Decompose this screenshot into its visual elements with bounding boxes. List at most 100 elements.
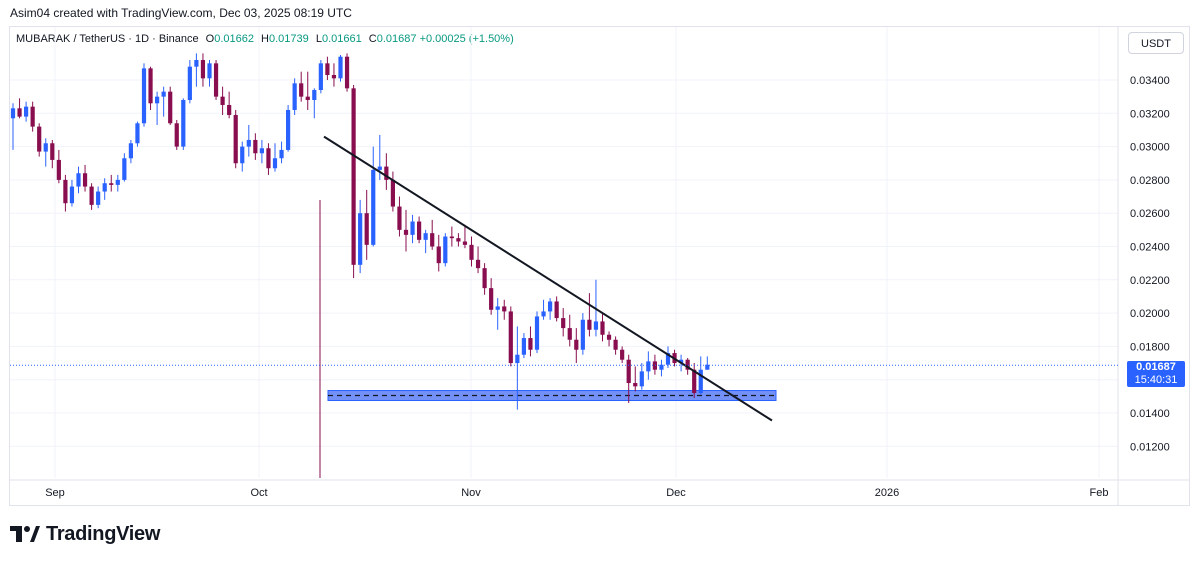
candle-body [449,236,454,239]
symbol-name[interactable]: MUBARAK / TetherUS · 1D · Binance [16,33,199,45]
candle-body [17,108,22,117]
candle [665,346,671,369]
close-value: 0.01687 [376,33,417,45]
candle [259,139,264,164]
candle [69,179,75,207]
open-label: O [205,33,215,45]
candle-body [456,238,461,242]
candle [200,53,206,87]
candle-body [240,146,245,164]
candle-body [574,339,579,350]
candle [475,246,481,274]
chart-frame [9,26,1190,506]
x-axis: Sep Oct Nov Dec 2026 Feb [45,487,1108,499]
candle-body [705,364,710,370]
candle [82,164,88,192]
candle-body [109,183,114,185]
candle-body [63,179,68,204]
candle-body [475,259,481,269]
open-value: 0.01662 [214,33,254,45]
candle [286,104,291,152]
candle [417,216,422,244]
candle [462,224,468,249]
candle [384,153,389,190]
candle-body [384,166,389,180]
candle [534,311,540,354]
x-tick-label: Oct [250,487,267,499]
candle [10,103,16,150]
candle-body [358,213,363,265]
candle [213,60,219,100]
candle-body [639,371,644,387]
x-tick-label: Nov [461,487,481,499]
candle-body [567,328,572,340]
candle [613,336,618,355]
candle-body [292,83,297,110]
candle [515,326,520,410]
candle-body [30,106,35,127]
candle-body [351,88,356,265]
candle [266,143,271,175]
candle [161,86,166,117]
candle [574,328,579,364]
low-value: 0.01661 [321,33,362,45]
candle [639,363,644,390]
candle [220,86,225,115]
candle-body [286,109,291,150]
candle [128,139,133,164]
candle-body [227,104,232,115]
candle-body [390,179,395,207]
candle [135,121,140,147]
candle [181,98,186,150]
candle [292,78,297,115]
tradingview-logo[interactable]: TradingView [10,522,160,546]
candle-body [220,96,225,105]
candle-body [318,63,323,90]
candle [155,91,160,125]
candle [325,56,330,80]
candle [521,333,526,359]
candle [30,101,35,132]
candle-body [207,63,212,79]
candle [240,141,245,172]
candle [141,63,147,127]
candle [502,299,507,320]
candle-body [331,75,337,79]
candle-body [502,306,507,312]
low-label: L [315,33,322,45]
candle-body [259,148,264,154]
candle-body [89,186,94,205]
x-tick-label: Dec [666,487,686,499]
candle-body [534,316,540,350]
candle [554,296,559,322]
candle-body [76,173,81,187]
candle-body [194,60,199,67]
candle-body [620,349,625,360]
candle-body [174,123,179,147]
candle-body [213,63,219,97]
descending-trendline [323,135,773,422]
candle-body [266,148,271,169]
candle [548,298,553,320]
candle [37,123,42,157]
candle [207,60,212,87]
candle-body [10,108,16,119]
grid-lines [10,27,1189,505]
currency-button[interactable]: USDT [1128,32,1184,54]
candle [233,109,238,169]
candle-body [200,60,206,79]
candle [423,229,428,254]
candle [541,299,546,320]
candle [371,146,376,247]
countdown-timer: 15:40:31 [1134,374,1178,386]
candle [390,171,395,212]
candle-body [417,221,422,240]
candle-body [122,158,127,180]
candle-body [135,123,140,144]
x-tick-label: Feb [1090,487,1109,499]
candle [50,139,55,169]
candle-body [495,306,500,310]
y-tick-label: 0.01200 [1130,441,1170,453]
candle-body [56,159,61,180]
